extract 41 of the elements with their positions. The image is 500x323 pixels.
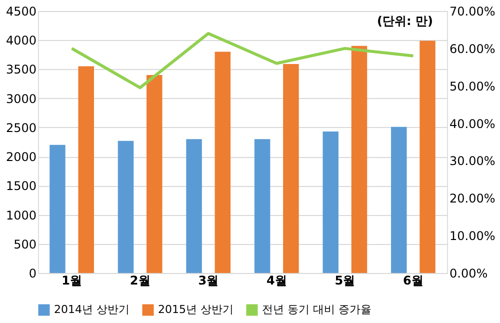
y2-tick-label: 20.00%: [450, 192, 496, 206]
bar: [391, 126, 407, 273]
y-tick-label: 3000: [6, 92, 36, 106]
y-tick-label: 0: [28, 266, 36, 280]
x-tick-label: 5월: [334, 274, 356, 288]
x-tick-label: 1월: [62, 274, 82, 288]
y2-tick-label: 50.00%: [450, 79, 496, 94]
y-tick-label: 500: [14, 237, 36, 252]
x-tick-label: 2월: [130, 274, 150, 288]
bar: [322, 132, 338, 273]
x-tick-label: 3월: [198, 274, 219, 288]
legend-label: 2014년 상반기: [54, 303, 130, 316]
line-series: [70, 32, 415, 90]
bar: [420, 40, 436, 273]
annotation: (단위: 만): [377, 14, 433, 28]
y-tick-label: 2000: [6, 150, 36, 164]
x-tick-label: 6월: [403, 274, 424, 288]
bar: [118, 140, 134, 273]
bar: [146, 75, 162, 273]
y-tick-label: 4500: [6, 4, 36, 18]
y-tick-label: 3500: [6, 62, 36, 77]
legend-label: 2015년 상반기: [158, 303, 234, 316]
y2-tick-label: 0.00%: [450, 266, 488, 280]
y2-tick-label: 10.00%: [450, 229, 496, 244]
y2-tick-label: 30.00%: [450, 154, 496, 168]
legend-label: 전년 동기 대비 증가율: [262, 303, 372, 316]
bar: [78, 66, 94, 273]
bar: [351, 46, 368, 273]
y2-tick-label: 60.00%: [450, 42, 496, 56]
bar: [214, 52, 231, 273]
bar: [50, 144, 66, 273]
bar: [186, 139, 202, 273]
x-tick-label: 4월: [266, 274, 287, 288]
y-tick-label: 4000: [6, 34, 36, 48]
y-tick-label: 2500: [6, 120, 36, 135]
y-tick-label: 1500: [6, 179, 36, 194]
y2-tick-label: 70.00%: [450, 4, 496, 18]
bar: [283, 64, 299, 273]
bar: [254, 139, 270, 273]
y-tick-label: 1000: [6, 208, 36, 222]
y2-tick-label: 40.00%: [450, 116, 496, 131]
